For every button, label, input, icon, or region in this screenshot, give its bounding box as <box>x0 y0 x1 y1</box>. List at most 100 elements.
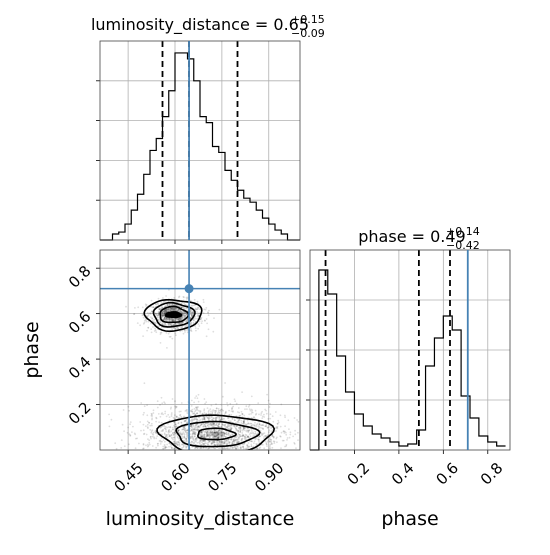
scatter-point <box>177 309 180 311</box>
scatter-point <box>272 435 275 438</box>
scatter-point <box>151 429 154 431</box>
scatter-point <box>204 422 207 425</box>
scatter-point <box>199 419 202 421</box>
scatter-point <box>220 418 223 420</box>
scatter-point <box>219 419 222 421</box>
scatter-point <box>270 441 273 444</box>
scatter-point <box>242 428 245 431</box>
scatter-point <box>200 433 203 436</box>
scatter-point <box>166 443 169 446</box>
scatter-point <box>207 417 210 420</box>
scatter-point <box>168 317 171 320</box>
scatter-point <box>233 439 236 442</box>
scatter-point <box>218 447 220 450</box>
scatter-point <box>180 306 183 309</box>
scatter-point <box>153 330 156 332</box>
scatter-point <box>190 428 193 431</box>
scatter-point <box>157 413 160 415</box>
scatter-point <box>222 395 224 398</box>
scatter-point <box>261 443 264 446</box>
scatter-point <box>209 422 212 425</box>
scatter-point <box>159 440 162 443</box>
scatter-point <box>108 425 111 428</box>
scatter-point <box>155 313 157 315</box>
scatter-point <box>143 382 146 385</box>
scatter-point <box>227 432 230 435</box>
scatter-point <box>173 421 176 424</box>
scatter-point <box>201 431 204 434</box>
scatter-point <box>252 445 255 448</box>
scatter-point <box>164 410 167 413</box>
scatter-point <box>141 306 144 309</box>
scatter-point <box>168 428 171 431</box>
scatter-point <box>284 425 286 428</box>
scatter-point <box>237 441 239 444</box>
scatter-point <box>181 435 184 438</box>
scatter-point <box>255 412 258 415</box>
scatter-point <box>233 419 236 421</box>
scatter-point <box>228 441 231 443</box>
scatter-point <box>170 308 173 311</box>
scatter-point <box>222 442 225 445</box>
scatter-point <box>192 438 195 440</box>
scatter-point <box>242 435 245 437</box>
scatter-point <box>253 442 255 445</box>
scatter-point <box>128 433 131 436</box>
scatter-point <box>238 411 241 414</box>
scatter-point <box>164 305 166 308</box>
scatter-point <box>198 325 201 327</box>
phase-x-tick-label-2: 0.6 <box>432 459 462 489</box>
scatter-point <box>205 447 208 449</box>
scatter-point <box>172 436 175 439</box>
scatter-point <box>224 435 227 438</box>
scatter-point <box>177 318 180 321</box>
scatter-point <box>174 432 176 435</box>
scatter-point <box>229 447 232 449</box>
scatter-point <box>206 433 209 436</box>
scatter-point <box>195 412 198 415</box>
scatter-point <box>203 444 206 446</box>
scatter-point <box>253 433 256 435</box>
scatter-point <box>286 437 289 439</box>
scatter-point <box>218 432 221 434</box>
scatter-point <box>232 405 235 408</box>
scatter-point <box>245 436 248 439</box>
scatter-point <box>198 416 201 419</box>
scatter-point <box>163 310 165 312</box>
scatter-point <box>169 445 172 448</box>
scatter-point <box>229 428 232 431</box>
scatter-point <box>213 440 216 443</box>
scatter-point <box>190 313 193 316</box>
scatter-point <box>171 319 174 322</box>
scatter-point <box>284 445 286 448</box>
scatter-point <box>169 307 172 310</box>
scatter-point <box>166 304 169 306</box>
scatter-point <box>186 432 189 435</box>
scatter-point <box>239 435 242 438</box>
scatter-point <box>175 406 178 408</box>
scatter-point <box>235 447 238 450</box>
scatter-point <box>274 427 277 430</box>
scatter-point <box>182 428 185 431</box>
scatter-point <box>161 312 164 315</box>
scatter-point <box>170 446 173 449</box>
scatter-point <box>212 423 215 426</box>
scatter-point <box>212 417 215 420</box>
scatter-point <box>211 418 213 421</box>
scatter-point <box>191 311 194 314</box>
scatter-point <box>161 440 163 443</box>
scatter-point <box>191 434 194 437</box>
scatter-point <box>126 431 129 434</box>
scatter-point <box>132 425 134 428</box>
scatter-point <box>235 427 237 430</box>
scatter-point <box>202 423 205 426</box>
scatter-point <box>238 415 241 418</box>
scatter-point <box>225 440 228 442</box>
scatter-point <box>242 420 245 422</box>
scatter-point <box>219 447 222 449</box>
scatter-point <box>163 323 166 325</box>
scatter-point <box>114 442 117 445</box>
scatter-point <box>169 407 172 410</box>
scatter-point <box>286 439 288 441</box>
scatter-point <box>265 442 268 444</box>
